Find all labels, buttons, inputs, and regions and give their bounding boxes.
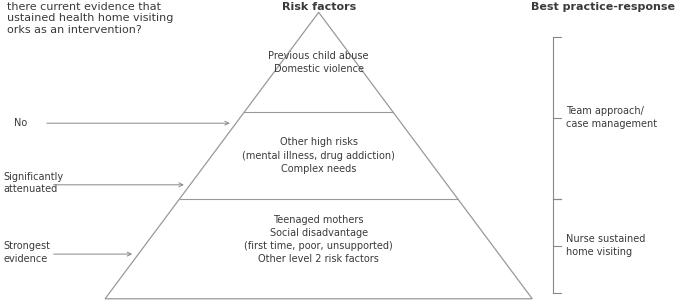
Text: Team approach/
case management: Team approach/ case management [566,106,657,129]
Text: No: No [14,118,27,128]
Text: Risk factors: Risk factors [281,2,356,11]
Text: Previous child abuse
Domestic violence: Previous child abuse Domestic violence [268,51,369,74]
Text: Other high risks
(mental illness, drug addiction)
Complex needs: Other high risks (mental illness, drug a… [242,137,395,174]
Text: Nurse sustained
home visiting: Nurse sustained home visiting [566,234,645,257]
Text: Best practice-response: Best practice-response [531,2,675,11]
Text: Significantly
attenuated: Significantly attenuated [3,172,64,194]
Text: Teenaged mothers
Social disadvantage
(first time, poor, unsupported)
Other level: Teenaged mothers Social disadvantage (fi… [244,215,393,264]
Text: there current evidence that
ustained health home visiting
orks as an interventio: there current evidence that ustained hea… [7,2,173,35]
Text: Strongest
evidence: Strongest evidence [3,241,50,264]
